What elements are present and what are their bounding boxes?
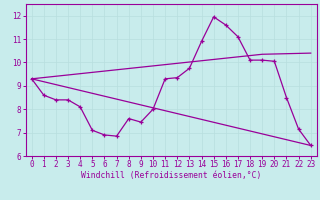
X-axis label: Windchill (Refroidissement éolien,°C): Windchill (Refroidissement éolien,°C) [81,171,261,180]
